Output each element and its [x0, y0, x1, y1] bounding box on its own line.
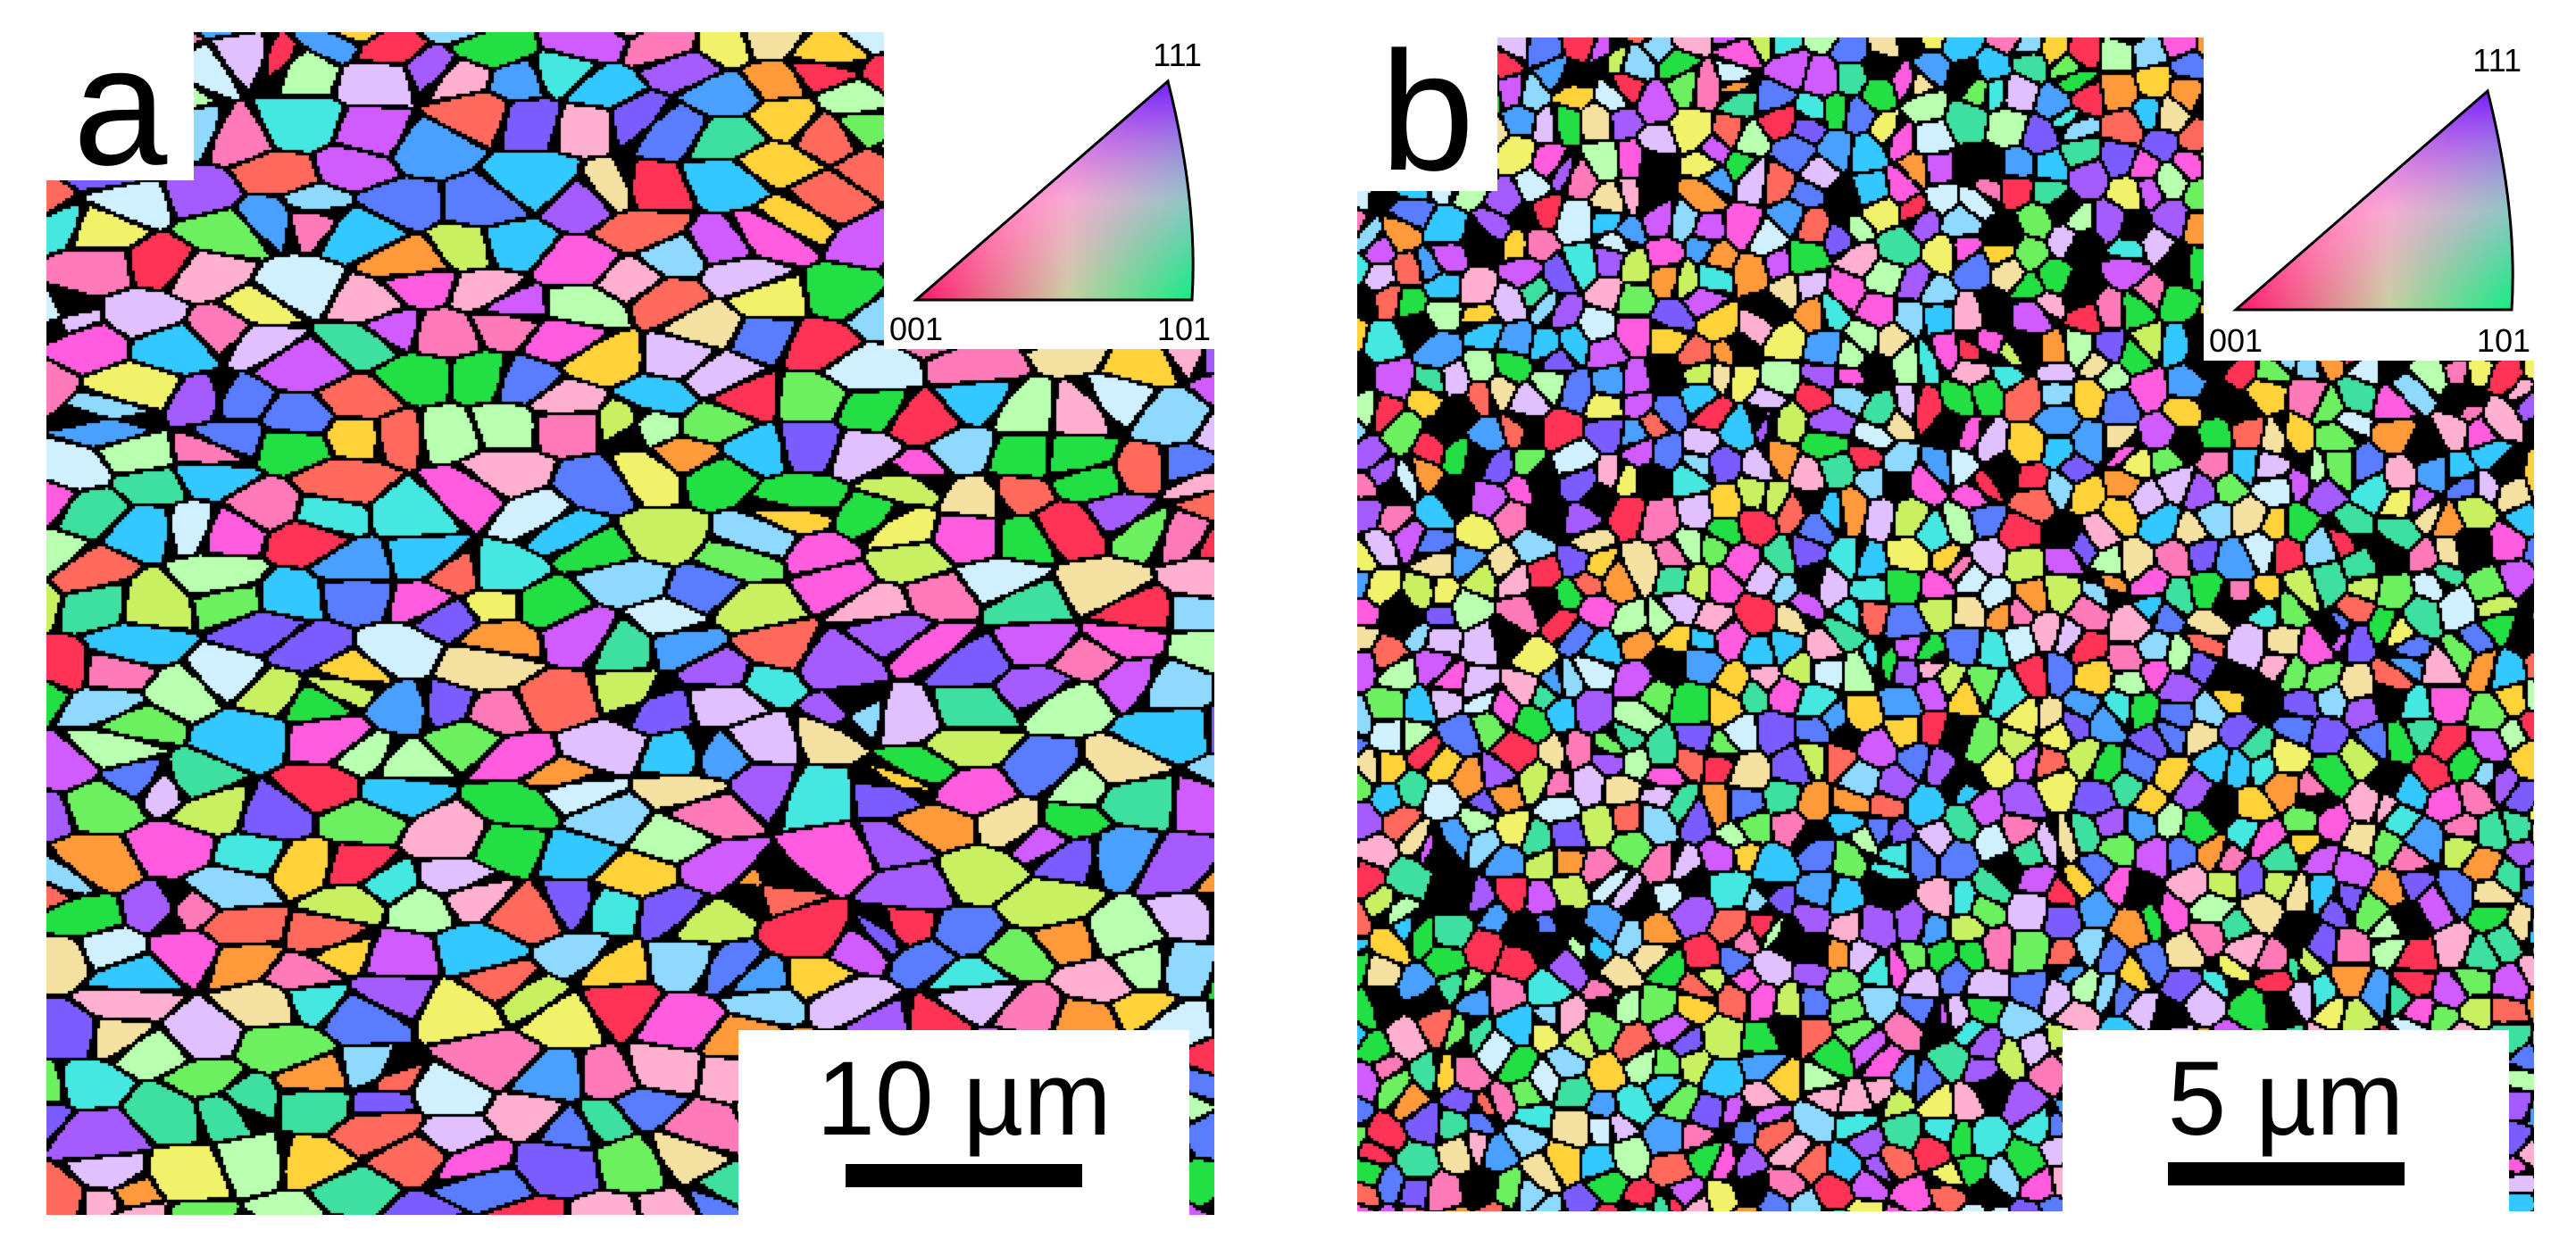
ipf-legend-b: 111 001 101 — [2204, 37, 2534, 361]
panel-letter-b: b — [1380, 37, 1475, 206]
scale-bar-box-b: 5 µm — [2063, 1030, 2509, 1211]
panel-letter-a: a — [72, 32, 168, 201]
panel-label-box-a: a — [46, 32, 194, 191]
ipf-triangle-b — [2231, 88, 2514, 312]
legend-label-001: 001 — [2209, 322, 2263, 359]
ebsd-map-b: b — [1357, 37, 2534, 1211]
scale-label-a: 10 µm — [816, 1040, 1112, 1158]
scale-label-b: 5 µm — [2167, 1040, 2405, 1158]
scale-bar-box-a: 10 µm — [738, 1030, 1189, 1215]
legend-label-001: 001 — [889, 311, 944, 347]
legend-label-101: 101 — [2476, 322, 2530, 359]
scale-bar-b — [2168, 1162, 2405, 1185]
legend-label-101: 101 — [1156, 311, 1211, 347]
ipf-triangle-a — [912, 79, 1195, 302]
panel-label-box-b: b — [1357, 37, 1497, 196]
scale-bar-a — [846, 1164, 1082, 1187]
ipf-legend-a: 111 001 101 — [884, 32, 1214, 349]
ebsd-map-a: a — [46, 32, 1214, 1215]
legend-label-111: 111 — [2472, 42, 2522, 79]
legend-label-111: 111 — [1153, 37, 1202, 73]
